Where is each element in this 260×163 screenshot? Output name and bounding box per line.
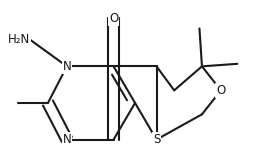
- Text: O: O: [109, 12, 118, 25]
- Text: N: N: [62, 133, 71, 146]
- Text: H₂N: H₂N: [8, 33, 30, 46]
- Text: N: N: [62, 60, 71, 73]
- Text: S: S: [153, 133, 160, 146]
- Text: O: O: [216, 84, 225, 97]
